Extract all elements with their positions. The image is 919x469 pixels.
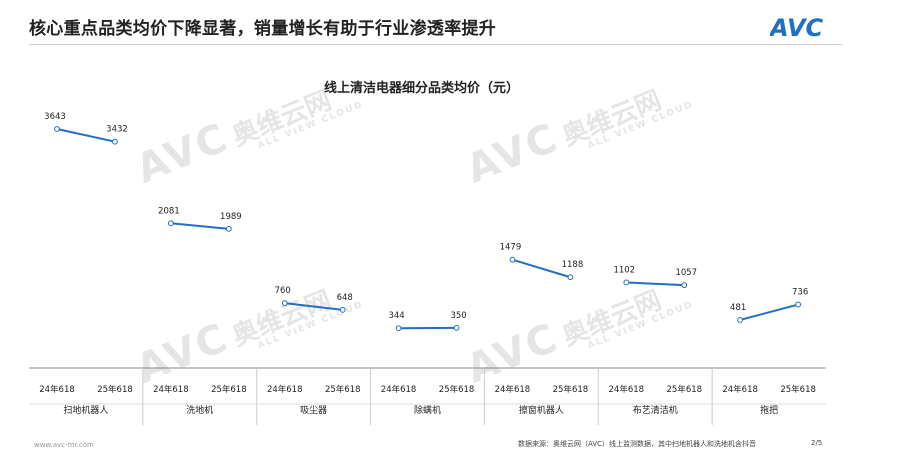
series-line bbox=[170, 222, 229, 230]
data-label: 2081 bbox=[158, 206, 180, 216]
data-point bbox=[225, 225, 232, 232]
data-label: 760 bbox=[275, 286, 291, 296]
x-tick-label: 24年618 bbox=[39, 384, 75, 395]
data-point bbox=[167, 220, 174, 227]
data-point bbox=[567, 274, 574, 281]
data-label: 1102 bbox=[613, 265, 635, 275]
footer-site[interactable]: www.avc-mr.com bbox=[34, 441, 94, 449]
header-divider bbox=[29, 44, 842, 45]
category-label: 洗地机 bbox=[186, 404, 213, 416]
data-point bbox=[681, 282, 688, 289]
data-label: 648 bbox=[337, 293, 353, 303]
series-line bbox=[512, 258, 571, 279]
data-point bbox=[795, 301, 802, 308]
x-tick-label: 25年618 bbox=[439, 384, 475, 395]
x-tick-label: 25年618 bbox=[667, 384, 703, 395]
x-tick-label: 24年618 bbox=[495, 384, 531, 395]
x-tick-label: 24年618 bbox=[722, 384, 758, 395]
data-point bbox=[54, 126, 60, 132]
data-point bbox=[281, 300, 288, 306]
data-point bbox=[112, 138, 118, 145]
x-tick-label: 25年618 bbox=[325, 384, 361, 395]
x-tick-label: 25年618 bbox=[780, 384, 816, 395]
footer-source: 数据来源：奥维云网（AVC）线上监测数据，其中扫地机器人和洗地机含抖音 bbox=[518, 440, 757, 448]
series-line bbox=[626, 281, 685, 287]
data-label: 736 bbox=[792, 288, 808, 298]
page-number: 2/5 bbox=[811, 439, 823, 447]
data-point bbox=[623, 279, 630, 286]
x-tick-label: 24年618 bbox=[609, 384, 645, 395]
data-point bbox=[737, 317, 744, 323]
data-point bbox=[453, 324, 460, 331]
series-line bbox=[56, 127, 116, 143]
data-label: 3643 bbox=[44, 112, 66, 122]
avc-logo: AVC bbox=[770, 14, 824, 40]
x-tick-label: 25年618 bbox=[211, 384, 247, 395]
category-label: 吸尘器 bbox=[300, 405, 327, 416]
data-label: 1989 bbox=[220, 212, 242, 222]
data-label: 481 bbox=[730, 303, 746, 313]
data-label: 1057 bbox=[675, 268, 697, 278]
avc-logo-text: AVC bbox=[770, 14, 824, 40]
x-tick-label: 24年618 bbox=[153, 384, 189, 395]
category-label: 除螨机 bbox=[414, 404, 441, 416]
data-point bbox=[395, 325, 402, 332]
data-label: 344 bbox=[388, 311, 404, 321]
series-line bbox=[284, 302, 343, 311]
data-label: 3432 bbox=[106, 125, 128, 135]
chart-title: 线上清洁电器细分品类均价（元） bbox=[323, 81, 519, 96]
category-label: 扫地机器人 bbox=[63, 404, 108, 416]
category-label: 拖把 bbox=[760, 404, 778, 416]
x-tick-label: 25年618 bbox=[553, 384, 589, 395]
x-tick-label: 24年618 bbox=[381, 384, 417, 395]
data-label: 1479 bbox=[500, 243, 522, 253]
category-label: 擦窗机器人 bbox=[519, 404, 564, 416]
x-tick-label: 24年618 bbox=[267, 384, 303, 395]
data-label: 1188 bbox=[562, 260, 584, 270]
data-label: 350 bbox=[450, 311, 466, 321]
page-title: 核心重点品类均价下降显著，销量增长有助于行业渗透率提升 bbox=[29, 19, 497, 39]
data-point bbox=[339, 306, 346, 313]
category-label: 布艺清洁机 bbox=[633, 404, 678, 416]
data-point bbox=[509, 256, 516, 263]
series-line bbox=[739, 303, 799, 321]
x-tick-label: 25年618 bbox=[97, 384, 133, 395]
